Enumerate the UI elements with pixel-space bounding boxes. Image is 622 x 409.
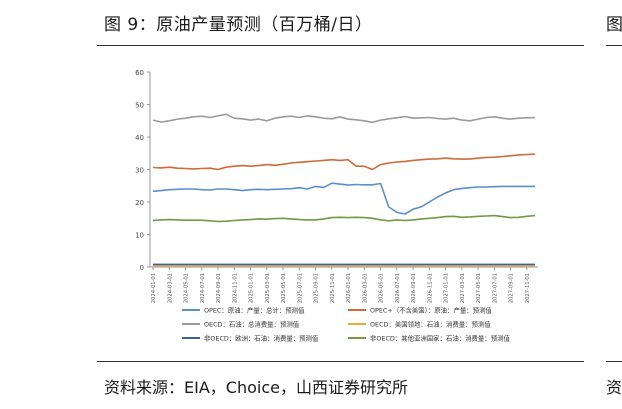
x-tick-label: 2026-05-01 — [379, 273, 385, 303]
legend-label: OECD：美国领地：石油：消费量：预测值 — [370, 320, 491, 329]
x-axis: 2024-01-01 2024-03-01 2024-05-01 2024-07-01… — [150, 266, 538, 303]
x-tick-label: 2024-09-01 — [216, 273, 222, 303]
series-line-1 — [152, 153, 536, 171]
next-figure-title-fragment: 图 — [606, 15, 622, 35]
next-figure-bottom-divider — [606, 361, 622, 362]
x-tick-label: 2024-11-01 — [232, 273, 238, 303]
chart-legend: OPEC：原油：产量：总计：预测值 OPEC+（不含美国）：原油：产量：预测值 OE… — [182, 306, 510, 343]
series-line-5 — [152, 214, 536, 223]
x-tick-label: 2025-05-01 — [281, 273, 287, 303]
x-tick-label: 2025-11-01 — [330, 273, 336, 303]
y-tick-label: 60 — [135, 69, 144, 77]
legend-label: OPEC：原油：产量：总计：预测值 — [204, 306, 305, 315]
figure-title: 图 9：原油产量预测（百万桶/日） — [104, 15, 373, 35]
y-tick-label: 30 — [135, 167, 144, 175]
legend-label: OPEC+（不含美国）：原油：产量：预测值 — [370, 306, 492, 315]
bottom-divider — [97, 361, 584, 362]
y-tick-label: 20 — [135, 199, 144, 207]
legend-label: OECD：石油：总消费量：预测值 — [204, 320, 300, 329]
x-tick-label: 2024-07-01 — [200, 273, 206, 303]
legend-label: 非OECD：其他亚洲国家：石油：消费量：预测值 — [370, 334, 510, 343]
x-tick-label: 2027-11-01 — [525, 273, 531, 303]
x-tick-label: 2027-07-01 — [492, 273, 498, 303]
x-tick-label: 2026-07-01 — [395, 273, 401, 303]
y-axis: 0 10 20 30 40 50 60 — [135, 69, 151, 272]
y-tick-label: 0 — [140, 264, 144, 272]
x-tick-label: 2025-01-01 — [249, 273, 255, 303]
x-tick-label: 2026-11-01 — [427, 273, 433, 303]
x-tick-label: 2025-09-01 — [314, 273, 320, 303]
x-tick-label: 2027-03-01 — [460, 273, 466, 303]
x-tick-label: 2024-05-01 — [184, 273, 190, 303]
x-tick-label: 2026-09-01 — [411, 273, 417, 303]
series-line-0 — [152, 182, 535, 215]
x-tick-label: 2027-05-01 — [476, 273, 482, 303]
x-tick-label: 2027-01-01 — [444, 273, 450, 303]
legend-label: 非OECD：欧洲：石油：消费量：预测值 — [204, 334, 319, 343]
x-tick-label: 2025-07-01 — [297, 273, 303, 303]
x-tick-label: 2027-09-01 — [509, 273, 515, 303]
x-tick-label: 2026-01-01 — [346, 273, 352, 303]
x-tick-label: 2025-03-01 — [265, 273, 271, 303]
top-divider — [97, 45, 584, 46]
x-tick-label: 2026-03-01 — [362, 273, 368, 303]
x-tick-label: 2024-01-01 — [151, 273, 157, 303]
figure-source: 资料来源：EIA，Choice，山西证券研究所 — [104, 378, 408, 397]
next-figure-source-fragment: 资 — [606, 378, 622, 397]
y-tick-label: 40 — [135, 134, 144, 142]
series-line-2 — [152, 113, 536, 124]
next-figure-top-divider — [606, 45, 622, 46]
series-lines — [152, 113, 536, 267]
x-tick-label: 2024-03-01 — [167, 273, 173, 303]
y-tick-label: 10 — [135, 232, 144, 240]
y-tick-label: 50 — [135, 102, 144, 110]
